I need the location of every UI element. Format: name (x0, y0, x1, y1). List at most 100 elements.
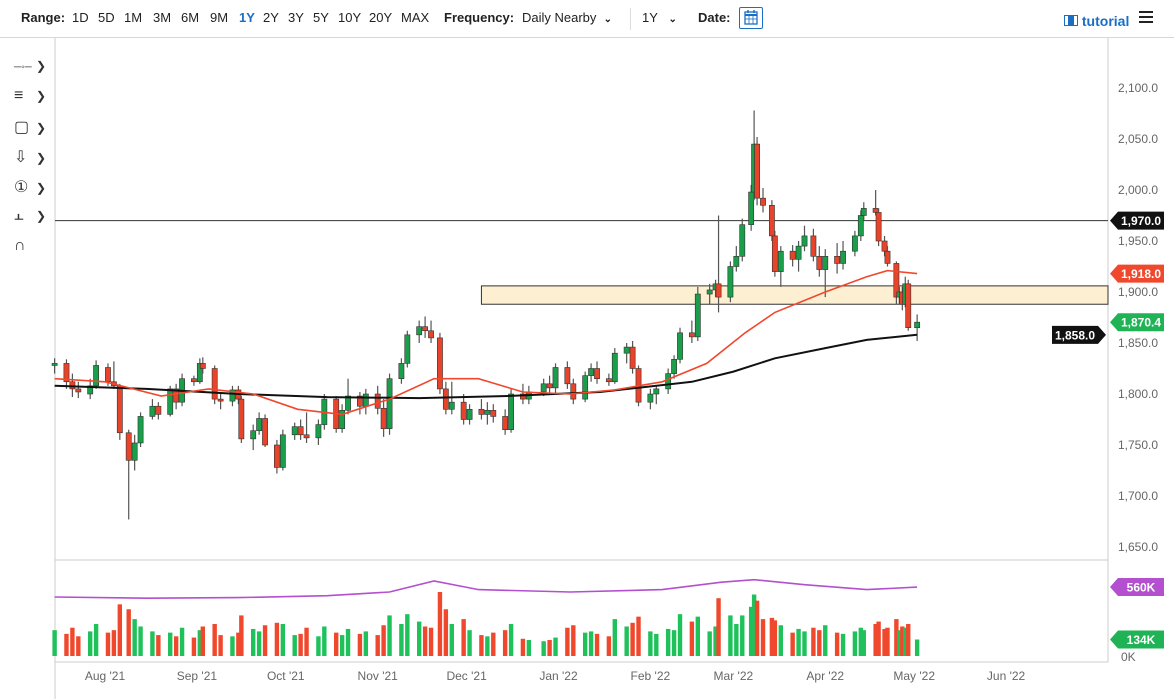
chevron-right-icon: ❯ (36, 181, 47, 195)
range-2y[interactable]: 2Y (263, 10, 279, 25)
volume-bar (64, 633, 69, 656)
volume-bar (582, 632, 588, 656)
volume-bar (671, 630, 677, 656)
measure-icon: ⫠ (14, 207, 24, 224)
volume-bar (852, 631, 858, 656)
arrow-down-tool[interactable]: ⇩ ❯ (14, 147, 48, 167)
candle-up (362, 393, 369, 407)
price-tick-label: 2,100.0 (1118, 81, 1158, 95)
range-3y[interactable]: 3Y (288, 10, 304, 25)
frequency-dropdown[interactable]: Daily Nearby ⌄ (522, 10, 612, 25)
volume-bar (790, 632, 795, 656)
chevron-right-icon: ❯ (36, 151, 47, 165)
range-3m[interactable]: 3M (153, 10, 172, 25)
x-tick-label: Apr '22 (806, 669, 844, 683)
candle-up (588, 368, 594, 376)
range-1y[interactable]: 1Y (239, 10, 255, 25)
candle-down (502, 416, 509, 431)
candle-up (484, 410, 491, 415)
range-1m[interactable]: 1M (124, 10, 143, 25)
support-zone[interactable] (480, 285, 1109, 305)
candle-down (125, 432, 132, 461)
volume-bar (873, 624, 878, 656)
volume-bar (298, 633, 303, 656)
volume-bar (375, 635, 380, 656)
volume-bar (280, 624, 286, 656)
candle-down (771, 235, 778, 272)
candle-up (416, 326, 423, 336)
candle-up (706, 289, 713, 295)
volume-bar (834, 632, 840, 656)
calendar-button[interactable] (739, 7, 763, 29)
volume-bar (885, 627, 890, 656)
range-9m[interactable]: 9M (210, 10, 229, 25)
candle-up (466, 408, 473, 420)
candle-up (540, 383, 547, 393)
volume-bar (236, 632, 241, 656)
price-label-tag (1052, 325, 1106, 344)
candle-down (715, 283, 722, 298)
volume-bar (150, 631, 155, 656)
candle-down (460, 401, 467, 420)
volume-bar (485, 636, 490, 656)
volume-bar (900, 626, 905, 656)
candle-up (398, 363, 405, 379)
candle-up (851, 235, 858, 252)
x-tick-label: Aug '21 (85, 669, 126, 683)
candle-up (279, 434, 286, 468)
volume-bar (734, 624, 739, 656)
candle-up (860, 208, 867, 216)
volume-bar (689, 621, 695, 656)
range-5d[interactable]: 5D (98, 10, 115, 25)
range-5y[interactable]: 5Y (313, 10, 329, 25)
range-20y[interactable]: 20Y (369, 10, 393, 25)
candle-up (733, 255, 740, 267)
x-tick-label: Feb '22 (631, 669, 671, 683)
range-max[interactable]: MAX (401, 10, 430, 25)
volume-bar (93, 624, 99, 656)
candle-down (116, 385, 123, 434)
range-6m[interactable]: 6M (181, 10, 200, 25)
crosshair-line-tool[interactable]: ─◦─ ❯ (14, 57, 48, 77)
fibonacci-tool[interactable]: ≡ ❯ (14, 87, 48, 107)
numbered-marker-tool[interactable]: ① ❯ (14, 177, 48, 197)
volume-bar (526, 640, 532, 656)
volume-bar (262, 625, 268, 656)
moving-average-short (54, 269, 918, 416)
volume-bar (316, 636, 321, 656)
volume-bar (876, 621, 881, 656)
range-1d[interactable]: 1D (72, 10, 89, 25)
candle-up (739, 224, 746, 257)
volume-bar (707, 631, 712, 656)
volume-bar (630, 622, 635, 656)
hamburger-menu-icon[interactable] (1139, 11, 1153, 26)
candle-up (386, 378, 393, 429)
measure-tool[interactable]: ⫠ ❯ (14, 207, 48, 227)
volume-bar (769, 617, 775, 656)
film-icon (1064, 15, 1078, 26)
candle-up (93, 365, 100, 387)
magnet-tool[interactable]: ∩ (14, 237, 48, 257)
candle-down (217, 398, 224, 402)
candle-down (570, 383, 577, 400)
tutorial-link[interactable]: tutorial (1064, 13, 1129, 29)
volume-bar (695, 616, 700, 656)
candle-down (605, 378, 612, 383)
candle-up (857, 215, 864, 237)
candle-up (748, 191, 755, 225)
candle-up (339, 410, 346, 429)
volume-bar (811, 627, 816, 656)
period-dropdown[interactable]: 1Y ⌄ (642, 10, 677, 25)
rectangle-tool[interactable]: ▢ ❯ (14, 117, 48, 137)
candle-up (448, 401, 455, 410)
volume-bar (502, 630, 508, 656)
volume-bar (200, 626, 206, 656)
candle-down (760, 197, 766, 206)
magnet-icon: ∩ (14, 237, 26, 254)
volume-bar (399, 624, 404, 656)
divider (630, 8, 631, 30)
candle-down (274, 444, 280, 468)
volume-bar (520, 638, 526, 656)
range-10y[interactable]: 10Y (338, 10, 362, 25)
